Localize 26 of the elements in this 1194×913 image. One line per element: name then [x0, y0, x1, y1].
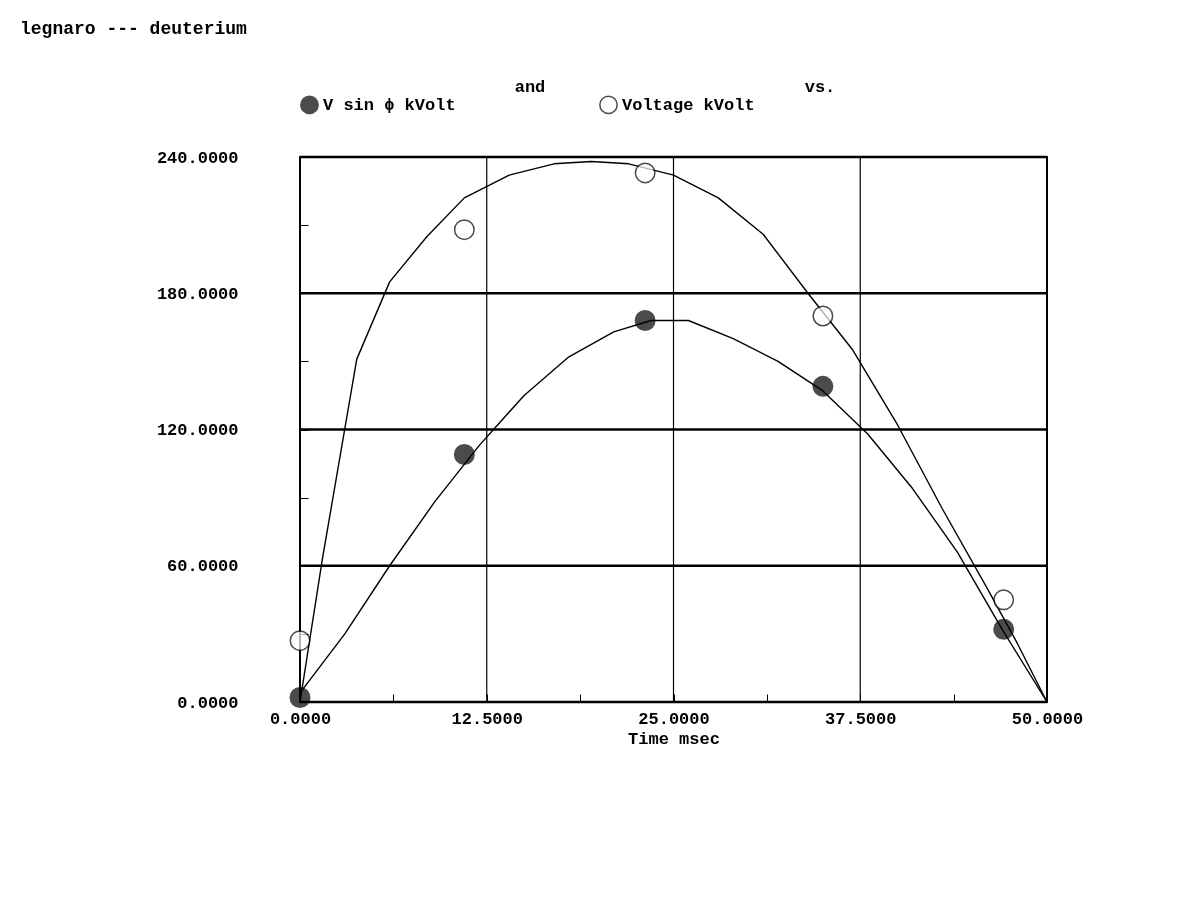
text: legnaro --- deuterium — [20, 19, 248, 39]
point — [289, 630, 311, 652]
y-tick-label: 180.0000 — [156, 284, 239, 304]
point — [812, 305, 834, 327]
x-tick-label: 0.0000 — [269, 709, 332, 729]
y-tick-label: 120.0000 — [156, 421, 239, 440]
y-tick-label: 60.0000 — [167, 557, 239, 577]
point — [289, 686, 311, 708]
x-tick-label: 12.5000 — [451, 709, 523, 729]
point — [993, 618, 1015, 640]
point — [634, 162, 656, 184]
point — [453, 444, 475, 465]
text: and — [514, 78, 546, 97]
x-axis-title: Time msec — [628, 729, 720, 749]
x-tick-label: 37.5000 — [825, 709, 897, 729]
legend-label: Voltage kVolt — [622, 95, 755, 115]
point — [812, 375, 834, 397]
text: vs. — [804, 78, 836, 97]
x-tick-label: 25.0000 — [638, 709, 710, 729]
point — [453, 219, 475, 241]
x-tick-label: 50.0000 — [1011, 709, 1084, 729]
point — [634, 310, 656, 331]
y-tick-label: 240.0000 — [156, 148, 239, 168]
legend-label: V sin ϕ kVolt — [323, 95, 456, 115]
y-tick-label: 0.0000 — [177, 693, 239, 713]
point — [993, 589, 1015, 611]
